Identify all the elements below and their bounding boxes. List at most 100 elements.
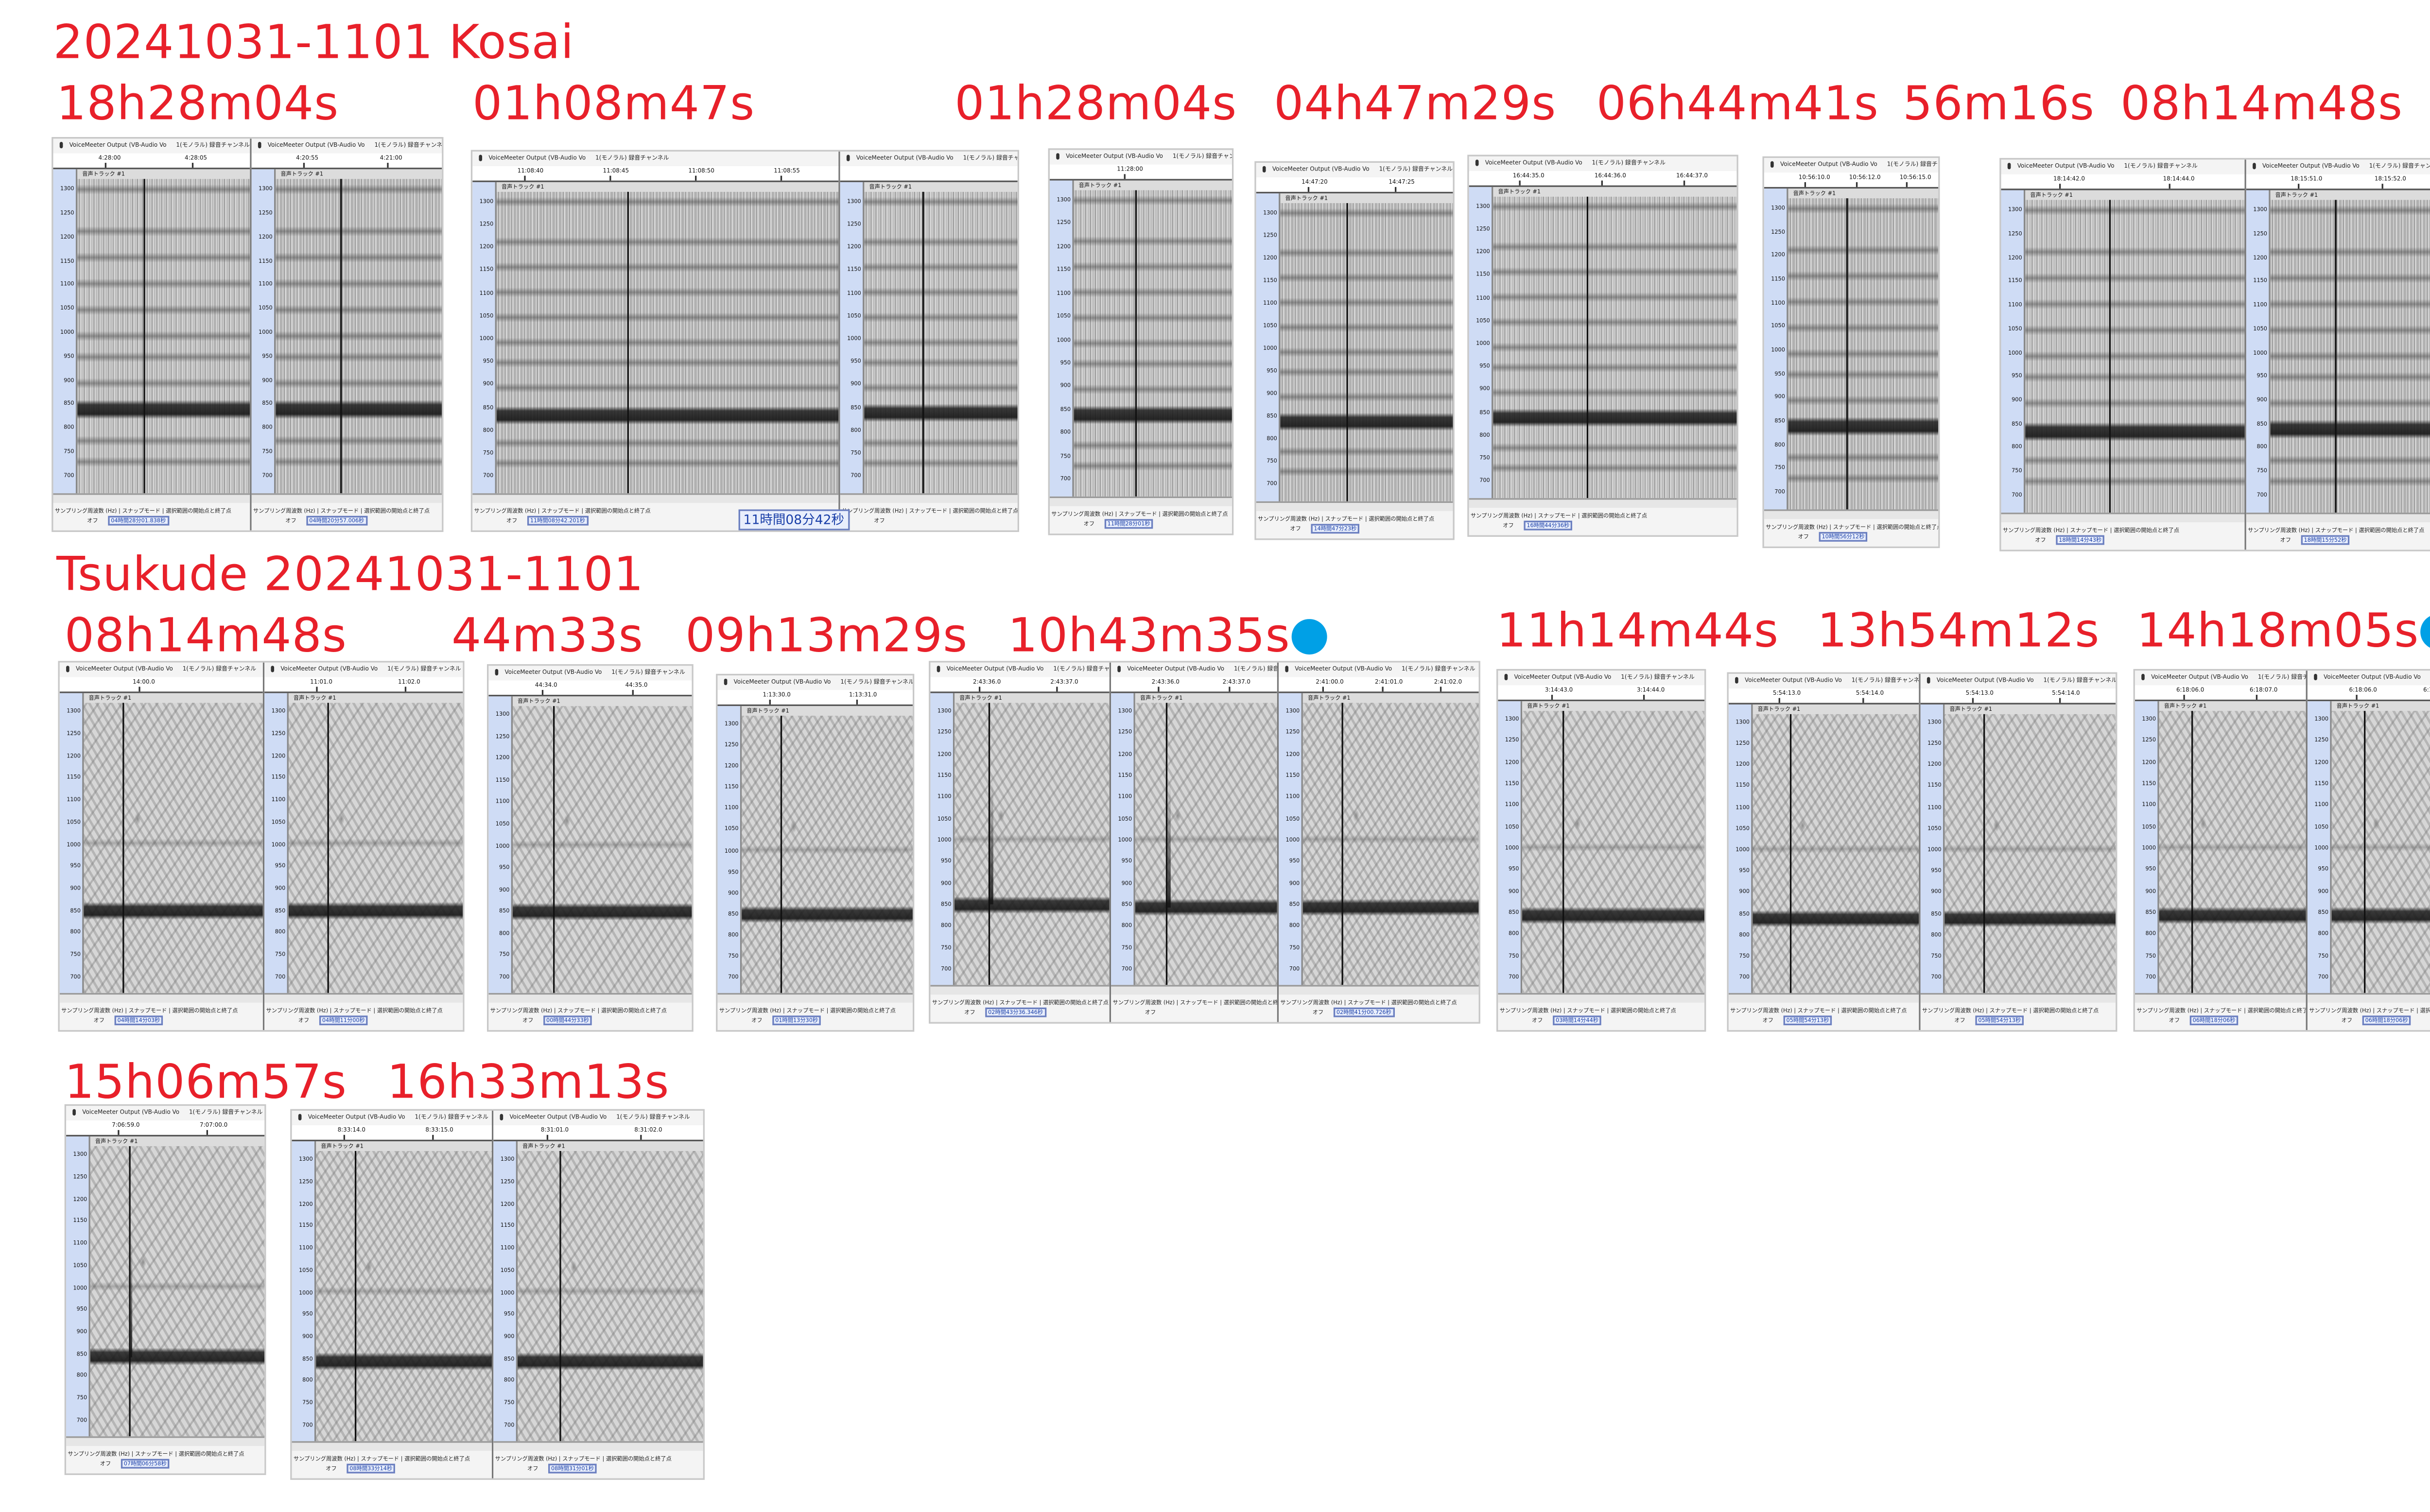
timeline-ruler[interactable]: 11:08:40 11:08:45 11:08:50 11:08:55 (472, 166, 839, 182)
channel-selector[interactable]: 1(モノラル) 録音チャンネル (595, 155, 669, 161)
track-name-label[interactable]: 音声トラック #1 (496, 182, 839, 192)
snap-mode-select[interactable]: オフ (1798, 533, 1809, 540)
timeline-ruler[interactable]: 8:33:14.0 8:33:15.0 (292, 1125, 492, 1142)
timeline-ruler[interactable]: 11:01.0 11:02.0 (264, 677, 463, 693)
spectrogram-canvas[interactable] (2159, 711, 2306, 993)
channel-selector[interactable]: 1(モノラル) 録音チャンネル (387, 666, 461, 672)
spectrogram-canvas[interactable] (2270, 200, 2430, 513)
timeline-ruler[interactable]: 5:54:13.0 5:54:14.0 (1920, 688, 2116, 704)
track-name-label[interactable]: 音声トラック #1 (1788, 189, 1939, 199)
horizontal-scrollbar[interactable] (493, 1443, 703, 1451)
horizontal-scrollbar[interactable] (2001, 514, 2245, 522)
device-selector[interactable]: VoiceMeeter Output (VB-Audio Vo 1(モノラル) 録… (53, 138, 250, 155)
selection-start-field[interactable]: 05時間54分13秒 (1783, 1015, 1833, 1026)
horizontal-scrollbar[interactable] (2246, 514, 2430, 522)
track-name-label[interactable]: 音声トラック #1 (2331, 701, 2430, 711)
snap-mode-select[interactable]: オフ (326, 1465, 337, 1472)
horizontal-scrollbar[interactable] (292, 1443, 492, 1451)
device-selector[interactable]: VoiceMeeter Output (VB-Audio Vo 1(モノラル) 録… (1498, 670, 1705, 687)
device-selector[interactable]: VoiceMeeter Output (VB-Audio Vo 1(モノラル) 録… (292, 1111, 492, 1127)
track-name-label[interactable]: 音声トラック #1 (1493, 187, 1737, 197)
selection-start-field[interactable]: 07時間06分58秒 (121, 1459, 170, 1469)
device-selector[interactable]: VoiceMeeter Output (VB-Audio Vo 1(モノラル) 録… (1256, 163, 1453, 179)
device-selector[interactable]: VoiceMeeter Output (VB-Audio Vo 1(モノラル) 録… (840, 151, 1018, 168)
selection-start-field[interactable]: 05時間54分13秒 (1975, 1015, 2024, 1026)
snap-mode-select[interactable]: オフ (87, 517, 98, 524)
track-name-label[interactable]: 音声トラック #1 (77, 169, 250, 179)
timeline-ruler[interactable]: 4:20:55 4:21:00 (251, 153, 442, 170)
channel-selector[interactable]: 1(モノラル) 録音チャンネル (840, 678, 914, 686)
horizontal-scrollbar[interactable] (251, 495, 442, 503)
timeline-ruler[interactable]: 2:41:00.0 2:41:01.0 2:41:02.0 (1279, 677, 1479, 693)
spectrogram-canvas[interactable] (1493, 196, 1737, 498)
channel-selector[interactable]: 1(モノラル) 録音チャンネル (616, 1114, 690, 1120)
timeline-ruler[interactable]: 44:34.0 44:35.0 (488, 680, 692, 697)
snap-mode-select[interactable]: オフ (1532, 1017, 1543, 1024)
track-name-label[interactable]: 音声トラック #1 (742, 706, 913, 716)
horizontal-scrollbar[interactable] (1498, 995, 1705, 1003)
horizontal-scrollbar[interactable] (840, 495, 1018, 503)
device-selector[interactable]: VoiceMeeter Output (VB-Audio Vo 1(モノラル) 録… (264, 662, 463, 679)
selection-start-field[interactable]: 08時間31分01秒 (548, 1463, 597, 1474)
channel-selector[interactable]: 1(モノラル) 録音チャンネル (374, 141, 444, 149)
selection-start-field[interactable]: 04時間28分01.838秒 (107, 515, 169, 526)
timeline-ruler[interactable]: 18:14:42.0 18:14:44.0 (2001, 174, 2245, 190)
snap-mode-select[interactable]: オフ (964, 1009, 975, 1016)
track-name-label[interactable]: 音声トラック #1 (513, 696, 692, 706)
track-name-label[interactable]: 音声トラック #1 (1280, 193, 1453, 204)
timeline-ruler[interactable]: 10:56:10.0 10:56:12.0 10:56:15.0 (1764, 172, 1939, 189)
spectrogram-canvas[interactable] (496, 191, 839, 494)
spectrogram-canvas[interactable] (1753, 714, 1919, 993)
device-selector[interactable]: VoiceMeeter Output (VB-Audio Vo 1(モノラル) 録… (2246, 159, 2430, 176)
timeline-ruler[interactable]: 4:28:00 4:28:05 (53, 153, 250, 170)
spectrogram-canvas[interactable] (2025, 200, 2245, 513)
selection-start-field[interactable]: 08時間33分14秒 (346, 1463, 396, 1474)
horizontal-scrollbar[interactable] (2135, 995, 2306, 1003)
track-name-label[interactable]: 音声トラック #1 (90, 1136, 265, 1147)
horizontal-scrollbar[interactable] (264, 995, 463, 1003)
channel-selector[interactable]: 1(モノラル) 録音チャンネル (1592, 159, 1666, 166)
device-selector[interactable]: VoiceMeeter Output (VB-Audio Vo 1(モノラル) 録… (1728, 673, 1919, 690)
timeline-ruler[interactable]: 18:15:51.0 18:15:52.0 (2246, 174, 2430, 190)
track-name-label[interactable]: 音声トラック #1 (2025, 190, 2245, 200)
channel-selector[interactable]: 1(モノラル) 録音チャンネル (1621, 673, 1695, 681)
track-name-label[interactable]: 音声トラック #1 (1135, 693, 1277, 703)
snap-mode-select[interactable]: オフ (1503, 522, 1514, 529)
snap-mode-select[interactable]: オフ (1762, 1017, 1773, 1024)
channel-selector[interactable]: 1(モノラル) 録音チャンネル (1402, 666, 1475, 672)
snap-mode-select[interactable]: オフ (1312, 1009, 1324, 1016)
device-selector[interactable]: VoiceMeeter Output (VB-Audio Vo 1(モノラル) 録… (1469, 156, 1737, 173)
channel-selector[interactable]: 1(モノラル) 録音チャンネル (415, 1114, 488, 1120)
channel-selector[interactable]: 1(モノラル) 録音チャンネル (2043, 677, 2118, 684)
track-name-label[interactable]: 音声トラック #1 (518, 1141, 703, 1151)
track-name-label[interactable]: 音声トラック #1 (1753, 704, 1919, 714)
channel-selector[interactable]: 1(モノラル) 録音チャンネル (2257, 673, 2306, 681)
snap-mode-select[interactable]: オフ (506, 517, 518, 524)
horizontal-scrollbar[interactable] (1049, 498, 1232, 506)
timeline-ruler[interactable]: 14:00.0 (59, 677, 263, 693)
spectrogram-canvas[interactable] (288, 703, 463, 993)
snap-mode-select[interactable]: オフ (298, 1017, 310, 1024)
snap-mode-select[interactable]: オフ (1954, 1017, 1965, 1024)
spectrogram-canvas[interactable] (955, 703, 1110, 985)
snap-mode-select[interactable]: オフ (751, 1017, 763, 1024)
selection-start-field[interactable]: 04時間14分03秒 (114, 1015, 164, 1026)
device-selector[interactable]: VoiceMeeter Output (VB-Audio Vo 1(モノラル) 録… (717, 675, 914, 692)
track-name-label[interactable]: 音声トラック #1 (288, 693, 463, 703)
horizontal-scrollbar[interactable] (1279, 986, 1479, 995)
timeline-ruler[interactable]: 1:13:30.0 1:13:31.0 (717, 690, 913, 706)
channel-selector[interactable]: 1(モノラル) 録音チャンネル (189, 1109, 263, 1116)
horizontal-scrollbar[interactable] (53, 495, 250, 503)
channel-selector[interactable]: 1(モノラル) 録音チャンネル (176, 141, 250, 149)
track-name-label[interactable]: 音声トラック #1 (955, 693, 1110, 703)
timeline-ruler[interactable]: 2:43:36.0 2:43:37.0 (930, 677, 1110, 693)
selection-start-field[interactable]: 01時間13分30秒 (772, 1015, 821, 1026)
device-selector[interactable]: VoiceMeeter Output (VB-Audio Vo 1(モノラル) 録… (2135, 670, 2306, 687)
timeline-ruler[interactable]: 6:18:06.0 6:18:07.0 (2307, 685, 2430, 702)
selection-start-field[interactable]: 00時間44分33秒 (543, 1015, 592, 1026)
selection-start-field[interactable]: 14時間47分23秒 (1310, 524, 1360, 534)
selection-start-field[interactable]: 18時間15分52秒 (2300, 535, 2350, 545)
snap-mode-select[interactable]: オフ (874, 517, 885, 524)
selection-start-field[interactable]: 03時間14分44秒 (1552, 1015, 1602, 1026)
channel-selector[interactable]: 1(モノラル) 録音チャンネル (2369, 163, 2430, 170)
